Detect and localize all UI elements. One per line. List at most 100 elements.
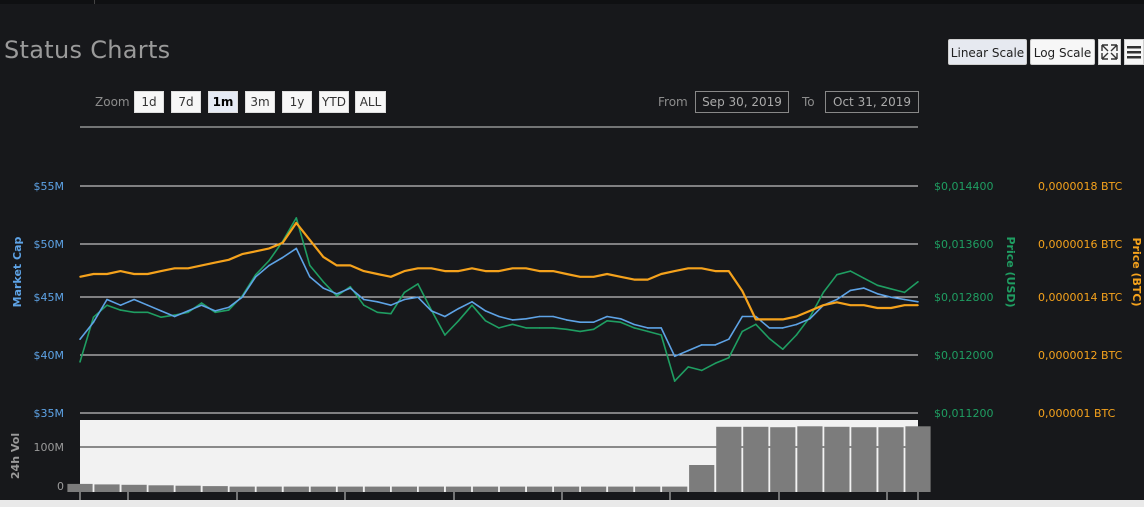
price-btc-point <box>809 310 811 312</box>
price-usd-point <box>917 281 919 283</box>
price-btc-point <box>133 273 135 275</box>
market-cap-point <box>173 315 176 318</box>
price-usd-point <box>403 291 406 294</box>
from-date-input[interactable]: Sep 30, 2019 <box>695 91 789 113</box>
to-date-input[interactable]: Oct 31, 2019 <box>825 91 919 113</box>
volume-bar <box>445 486 472 492</box>
price-usd-point <box>525 327 527 329</box>
volume-bar <box>121 484 147 492</box>
market-cap-point <box>511 319 514 321</box>
market-cap-point <box>836 298 838 301</box>
price-usd-tick: $0,012000 <box>934 349 994 362</box>
price-usd-point <box>336 295 338 297</box>
price-btc-point <box>903 304 906 307</box>
price-btc-point <box>511 267 514 270</box>
price-usd-line <box>79 217 919 382</box>
fullscreen-button[interactable] <box>1098 39 1121 65</box>
market-cap-point <box>876 293 879 295</box>
price-usd-tick: $0,014400 <box>934 180 994 193</box>
price-usd-point <box>673 380 676 382</box>
market-cap-point <box>809 318 811 320</box>
market-cap-point <box>633 323 635 326</box>
market-cap-point <box>795 323 798 326</box>
market-cap-tick: $35M <box>34 407 65 420</box>
price-usd-point <box>714 362 717 365</box>
price-btc-point <box>822 304 825 307</box>
price-usd-point <box>322 281 325 283</box>
price-usd-point <box>903 291 906 294</box>
zoom-label: Zoom <box>95 95 130 109</box>
price-btc-point <box>552 270 554 272</box>
price-usd-point <box>417 283 419 285</box>
market-cap-point <box>160 310 162 312</box>
price-usd-point <box>836 273 838 276</box>
market-cap-tick: $45M <box>34 291 65 304</box>
zoom-1m-button[interactable]: 1m <box>208 91 238 113</box>
volume-bar <box>256 486 282 492</box>
page-title: Status Charts <box>4 36 171 64</box>
market-cap-point <box>741 315 744 318</box>
price-usd-point <box>619 321 622 324</box>
volume-bar <box>797 426 823 492</box>
market-cap-point <box>646 327 649 329</box>
price-btc-tick: 0,000001 BTC <box>1038 407 1116 420</box>
price-usd-point <box>728 356 730 359</box>
zoom-ytd-button[interactable]: YTD <box>319 91 349 113</box>
market-cap-point <box>565 319 568 321</box>
price-btc-point <box>254 250 257 253</box>
zoom-3m-button[interactable]: 3m <box>245 91 275 113</box>
price-usd-point <box>822 291 825 294</box>
price-usd-point <box>755 323 757 326</box>
market-cap-axis-label: Market Cap <box>11 237 24 308</box>
volume-bar <box>554 486 580 492</box>
price-btc-point <box>214 261 216 264</box>
market-cap-point <box>687 349 689 352</box>
market-cap-point <box>92 321 95 324</box>
price-usd-point <box>633 327 635 329</box>
volume-bar <box>499 486 526 492</box>
price-btc-point <box>633 278 635 281</box>
zoom-1d-button[interactable]: 1d <box>134 91 164 113</box>
volume-tick: 100M <box>34 441 65 454</box>
zoom-7d-button[interactable]: 7d <box>171 91 201 113</box>
price-usd-point <box>457 320 460 322</box>
price-usd-point <box>214 311 216 314</box>
market-cap-point <box>336 293 338 295</box>
price-usd-point <box>552 327 554 329</box>
volume-tick: 0 <box>57 480 64 493</box>
volume-bar <box>905 426 931 492</box>
price-btc-point <box>444 270 446 272</box>
price-usd-point <box>376 311 379 314</box>
price-usd-tick: $0,012800 <box>934 291 994 304</box>
linear-scale-button[interactable]: Linear Scale <box>948 39 1027 65</box>
market-cap-point <box>714 344 717 346</box>
volume-bar <box>608 486 634 492</box>
market-cap-point <box>606 315 608 318</box>
volume-bar <box>391 486 417 492</box>
price-btc-point <box>376 273 379 275</box>
volume-bar <box>175 485 201 492</box>
market-cap-point <box>268 264 271 267</box>
price-btc-point <box>673 270 676 272</box>
price-usd-point <box>471 304 473 307</box>
market-cap-point <box>295 247 298 250</box>
log-scale-button[interactable]: Log Scale <box>1030 39 1095 65</box>
price-usd-point <box>795 334 798 336</box>
zoom-1y-button[interactable]: 1y <box>282 91 312 113</box>
market-cap-point <box>241 296 243 299</box>
price-usd-point <box>741 330 744 333</box>
volume-bar <box>364 486 390 492</box>
zoom-all-button[interactable]: ALL <box>355 91 386 113</box>
market-cap-tick: $50M <box>34 238 65 251</box>
price-btc-point <box>106 273 108 275</box>
market-cap-point <box>849 289 852 292</box>
price-btc-point <box>619 276 622 278</box>
price-btc-point <box>309 239 311 241</box>
price-btc-point <box>390 276 392 278</box>
price-usd-point <box>200 302 203 304</box>
price-usd-point <box>538 327 541 329</box>
market-cap-point <box>917 301 919 303</box>
price-btc-point <box>417 267 419 270</box>
market-cap-point <box>106 298 108 301</box>
